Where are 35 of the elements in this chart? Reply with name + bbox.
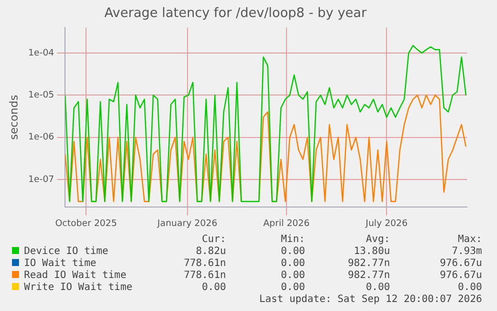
chart-title: Average latency for /dev/loop8 - by year [104, 6, 368, 22]
x-tick-label: July 2026 [364, 218, 408, 229]
text: 982.77n [346, 258, 390, 270]
x-tick-label: October 2025 [55, 218, 117, 229]
legend-label: Read IO Wait time [23, 270, 128, 282]
text: 0.00 [280, 258, 305, 270]
text: 0.00 [280, 270, 305, 282]
text: 0.00 [280, 246, 305, 258]
y-tick-label: 1e-05 [28, 90, 54, 100]
text: Max: [456, 234, 482, 246]
legend-label: IO Wait time [23, 258, 98, 270]
text: 8.82u [194, 246, 226, 258]
text: 976.67u [438, 258, 482, 270]
legend-label: Device IO time [23, 246, 110, 258]
text: Cur: [200, 234, 226, 246]
text: 7.93m [450, 246, 482, 258]
y-tick-label: 1e-04 [28, 48, 54, 58]
text: 778.61n [182, 258, 226, 270]
y-tick-label: 1e-07 [28, 174, 54, 185]
x-tick-label: January 2026 [156, 218, 218, 229]
text: Last update: Sat Sep 12 20:00:07 2026 [258, 294, 482, 306]
y-tick-label: 1e-06 [28, 132, 54, 143]
text: 778.61n [182, 270, 226, 282]
x-tick-label: April 2026 [263, 218, 310, 229]
text: 13.80u [352, 246, 390, 258]
legend-label: Write IO Wait time [23, 282, 134, 294]
text: Avg: [364, 234, 390, 246]
text: 0.00 [364, 282, 390, 294]
y-axis-title: seconds [7, 94, 20, 140]
text: 0.00 [200, 282, 226, 294]
text: Min: [280, 234, 305, 246]
text: 982.77n [346, 270, 390, 282]
text: 0.00 [456, 282, 482, 294]
text: 976.67u [438, 270, 482, 282]
text: 0.00 [280, 282, 305, 294]
